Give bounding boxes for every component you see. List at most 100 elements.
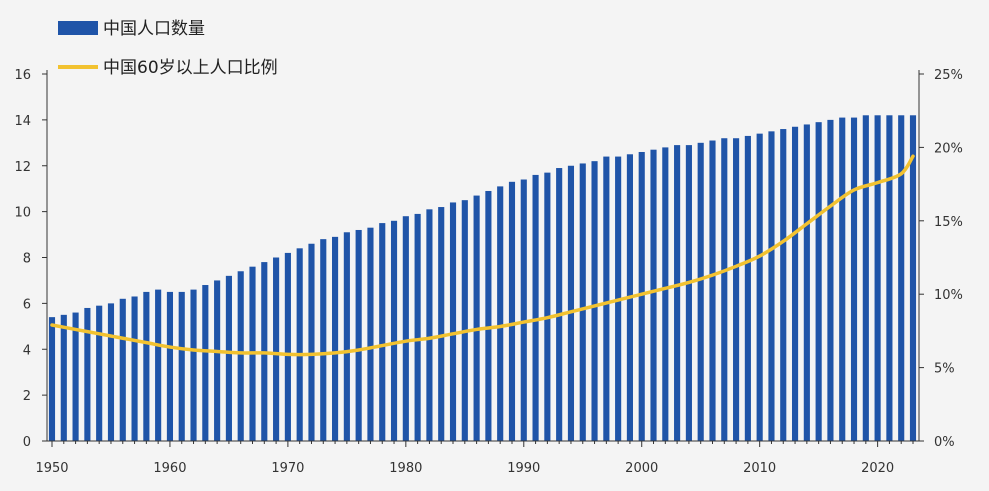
bar-2023 xyxy=(909,115,917,441)
bar-1983 xyxy=(438,207,445,441)
bar-1971 xyxy=(296,248,303,441)
y-left-tick-label-12: 12 xyxy=(14,160,31,175)
bar-2016 xyxy=(827,119,834,442)
axes: 0 2 4 6 8 10 12 14 16 0% 5% 10% 15% 20% 25% 1950 1960 197… xyxy=(14,68,962,476)
y-left-tick-label-10: 10 xyxy=(14,206,31,221)
bar-1950 xyxy=(48,317,56,441)
x-tick-label-1970: 1970 xyxy=(271,461,304,476)
bar-1979 xyxy=(390,220,398,441)
bar-1952 xyxy=(72,312,79,441)
bar-1954 xyxy=(96,305,103,441)
legend-bar-swatch xyxy=(58,21,98,35)
legend-line-label: 中国60岁以上人口比例 xyxy=(103,58,278,78)
bar-2012 xyxy=(780,129,787,442)
y-left-tick-label-0: 0 xyxy=(23,435,31,450)
bar-1990 xyxy=(520,179,527,441)
bar-2004 xyxy=(685,145,692,442)
bar-1965 xyxy=(225,275,232,441)
bar-1959 xyxy=(155,289,162,441)
y-right-tick-label-5pct: 5% xyxy=(934,362,955,377)
y-left-tick-label-2: 2 xyxy=(23,389,31,404)
y-left-tick-label-16: 16 xyxy=(14,68,31,83)
bar-1996 xyxy=(591,161,598,441)
y-left-tick-label-4: 4 xyxy=(23,343,31,358)
bar-1992 xyxy=(544,172,551,441)
bar-1955 xyxy=(107,303,115,442)
bar-2011 xyxy=(768,131,775,441)
bar-2001 xyxy=(650,149,657,441)
bar-1964 xyxy=(214,280,221,441)
y-left-tick-label-14: 14 xyxy=(14,114,31,129)
x-tick-label-2020: 2020 xyxy=(861,461,894,476)
y-left-tick-label-6: 6 xyxy=(23,297,31,312)
bar-2021 xyxy=(886,115,893,441)
bar-2008 xyxy=(733,138,740,442)
bar-1988 xyxy=(497,186,504,441)
bar-1993 xyxy=(556,168,563,442)
y-right-tick-label-10pct: 10% xyxy=(934,288,963,303)
bar-1974 xyxy=(332,236,339,441)
bar-2003 xyxy=(674,145,681,442)
bar-1957 xyxy=(131,296,138,441)
x-tick-label-1980: 1980 xyxy=(389,461,422,476)
legend-bar-label: 中国人口数量 xyxy=(103,19,205,39)
legend: 中国人口数量 中国60岁以上人口比例 xyxy=(58,19,278,78)
bar-1961 xyxy=(178,291,185,441)
bar-1982 xyxy=(426,209,433,441)
x-tick-label-1960: 1960 xyxy=(153,461,186,476)
bar-1956 xyxy=(119,298,126,441)
bar-2013 xyxy=(791,126,799,441)
bar-2009 xyxy=(744,135,751,441)
bar-2020 xyxy=(874,115,881,441)
bar-1966 xyxy=(237,271,244,441)
bar-1995 xyxy=(579,163,586,441)
bar-2018 xyxy=(850,117,858,441)
bar-1976 xyxy=(355,229,362,441)
bar-2010 xyxy=(756,133,763,441)
bar-1985 xyxy=(461,200,468,441)
bar-1987 xyxy=(485,190,492,441)
bar-2006 xyxy=(709,140,716,441)
y-left-tick-label-8: 8 xyxy=(23,252,31,267)
bar-2007 xyxy=(721,138,728,442)
bar-1953 xyxy=(84,307,91,441)
bar-1991 xyxy=(532,174,539,441)
x-tick-label-2000: 2000 xyxy=(625,461,658,476)
bar-1980 xyxy=(402,216,409,441)
bar-2002 xyxy=(662,147,669,441)
bar-1963 xyxy=(202,285,209,441)
bar-2015 xyxy=(815,122,822,442)
bar-2019 xyxy=(862,115,869,441)
bar-1969 xyxy=(273,257,280,441)
bar-1975 xyxy=(343,232,350,441)
bar-2022 xyxy=(898,115,905,441)
bar-series xyxy=(48,115,917,442)
bar-1958 xyxy=(143,291,150,441)
bar-1981 xyxy=(414,213,421,441)
line-60plus-ratio xyxy=(50,154,915,357)
x-tick-label-1950: 1950 xyxy=(35,461,68,476)
x-tick-label-1990: 1990 xyxy=(507,461,540,476)
bar-1970 xyxy=(284,252,291,441)
bar-1984 xyxy=(449,202,457,441)
bar-1994 xyxy=(567,165,575,441)
bar-1951 xyxy=(60,314,67,441)
bar-2014 xyxy=(803,124,810,442)
line-series xyxy=(50,154,915,357)
bar-1962 xyxy=(190,289,197,441)
bar-1972 xyxy=(308,243,315,441)
bar-1973 xyxy=(320,239,327,441)
y-right-tick-label-0pct: 0% xyxy=(934,435,955,450)
bar-1960 xyxy=(166,291,174,441)
bar-1977 xyxy=(367,227,374,441)
bar-1986 xyxy=(473,195,480,441)
x-tick-label-2010: 2010 xyxy=(743,461,776,476)
y-right-tick-label-25pct: 25% xyxy=(934,68,963,83)
y-right-tick-label-20pct: 20% xyxy=(934,141,963,156)
bar-1989 xyxy=(508,181,516,441)
bar-2005 xyxy=(697,142,704,441)
bar-1997 xyxy=(603,156,610,441)
bar-2000 xyxy=(638,151,645,442)
bar-2017 xyxy=(839,117,846,441)
